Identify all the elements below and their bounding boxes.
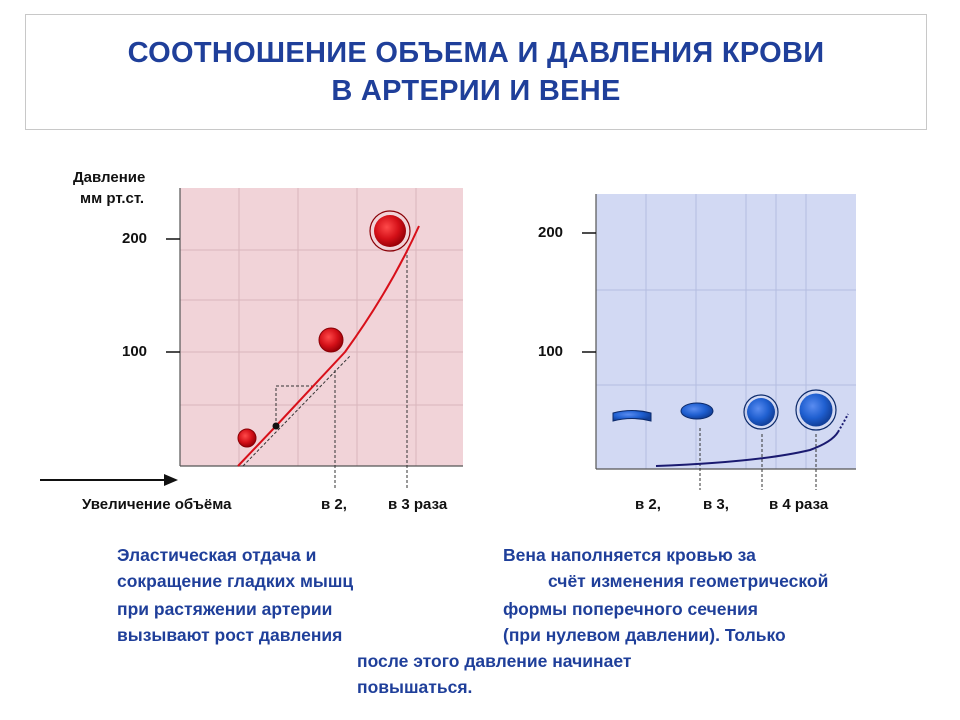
- artery-caption-line-2: сокращение гладких мышц: [117, 571, 354, 591]
- artery-xlabel: Увеличение объёма: [82, 496, 232, 513]
- vein-panel: [582, 194, 856, 490]
- artery-panel-bg: [180, 188, 463, 466]
- vein-xtick-4-label: в 4 раза: [769, 496, 829, 513]
- vein-vessel-distended: [799, 393, 833, 427]
- artery-ytick-200-label: 200: [122, 230, 148, 247]
- title-line-2: В АРТЕРИИ И ВЕНЕ: [331, 75, 621, 107]
- vein-grid: [596, 194, 856, 469]
- volume-arrow-head: [164, 474, 178, 486]
- vein-xtick-2-label: в 2,: [635, 496, 661, 513]
- artery-dashed-step: [275, 385, 318, 426]
- artery-caption-line-3: при растяжении артерии: [117, 599, 333, 619]
- vein-xtick-3-label: в 3,: [703, 496, 729, 513]
- vein-ytick-200-label: 200: [538, 224, 564, 241]
- artery-ytick-100-label: 100: [122, 343, 148, 360]
- artery-xtick-3-label: в 3 раза: [388, 496, 448, 513]
- artery-caption-line-1: Эластическая отдача и: [117, 545, 317, 565]
- vein-curve: [655, 431, 839, 467]
- artery-vessel-small: [237, 428, 257, 448]
- vein-vessel-oval: [680, 402, 714, 420]
- vein-caption-line-3: формы поперечного сечения: [503, 599, 759, 619]
- artery-vessel-large: [374, 215, 406, 247]
- vein-curve-dashed: [837, 413, 849, 433]
- bottom-caption-line-2: повышаться.: [357, 677, 473, 697]
- artery-ylabel-line1: Давление: [73, 169, 146, 186]
- title-box: СООТНОШЕНИЕ ОБЪЕМА И ДАВЛЕНИЯ КРОВИ В АР…: [25, 14, 927, 130]
- artery-vessel-medium: [318, 327, 344, 353]
- vein-vessel-round-ring: [743, 394, 779, 430]
- artery-vessel-large-ring: [369, 210, 411, 252]
- vein-caption-line-1: Вена наполняется кровью за: [503, 545, 756, 565]
- vein-vessel-distended-ring: [795, 389, 837, 431]
- vein-caption-line-2: счёт изменения геометрической: [548, 571, 829, 591]
- artery-xtick-2-label: в 2,: [321, 496, 347, 513]
- bottom-caption-line-1: после этого давление начинает: [357, 651, 632, 671]
- artery-curve-point: [272, 422, 280, 430]
- artery-panel: [40, 188, 463, 488]
- title-line-1: СООТНОШЕНИЕ ОБЪЕМА И ДАВЛЕНИЯ КРОВИ: [127, 37, 825, 69]
- vein-caption-line-4: (при нулевом давлении). Только: [503, 625, 786, 645]
- artery-ylabel-line2: мм рт.ст.: [80, 190, 145, 207]
- vein-vessel-round: [747, 398, 775, 426]
- vein-vessel-collapsed: [612, 410, 652, 422]
- vein-ytick-100-label: 100: [538, 343, 564, 360]
- artery-caption-line-4: вызывают рост давления: [117, 625, 343, 645]
- artery-curve: [237, 225, 420, 467]
- vein-panel-bg: [596, 194, 856, 469]
- artery-dashed-line: [242, 355, 351, 467]
